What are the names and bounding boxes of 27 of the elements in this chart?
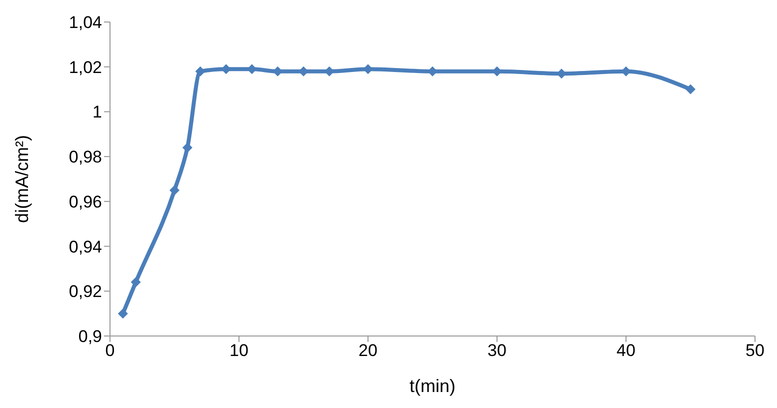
x-tick-label: 10 <box>230 341 248 360</box>
point <box>363 64 373 74</box>
x-tick-label: 40 <box>616 341 636 360</box>
point <box>170 185 180 196</box>
y-tick-label: 0,9 <box>78 327 102 346</box>
x-axis-title: t(min) <box>410 376 456 396</box>
point <box>492 66 502 76</box>
point <box>118 308 128 319</box>
y-tick-label: 0,98 <box>68 148 102 167</box>
point <box>195 66 206 76</box>
y-tick-label: 1,02 <box>68 58 102 77</box>
point <box>298 66 308 76</box>
x-tick-label: 30 <box>488 341 506 360</box>
y-axis-title: di(mA/cm²) <box>12 135 32 223</box>
x-tick-label: 50 <box>746 341 764 360</box>
point <box>182 142 192 153</box>
y-tick-label: 1,04 <box>68 13 102 32</box>
y-tick-label: 0,96 <box>68 192 102 212</box>
x-tick-label: 20 <box>358 341 378 360</box>
point <box>130 277 141 288</box>
point <box>686 84 696 94</box>
y-tick-label: 0,92 <box>68 282 102 302</box>
y-tick-label: 0,94 <box>68 237 102 256</box>
point <box>556 68 566 79</box>
point <box>428 66 438 76</box>
x-tick-label: 0 <box>105 341 115 360</box>
y-tick-label: 1 <box>92 102 102 122</box>
